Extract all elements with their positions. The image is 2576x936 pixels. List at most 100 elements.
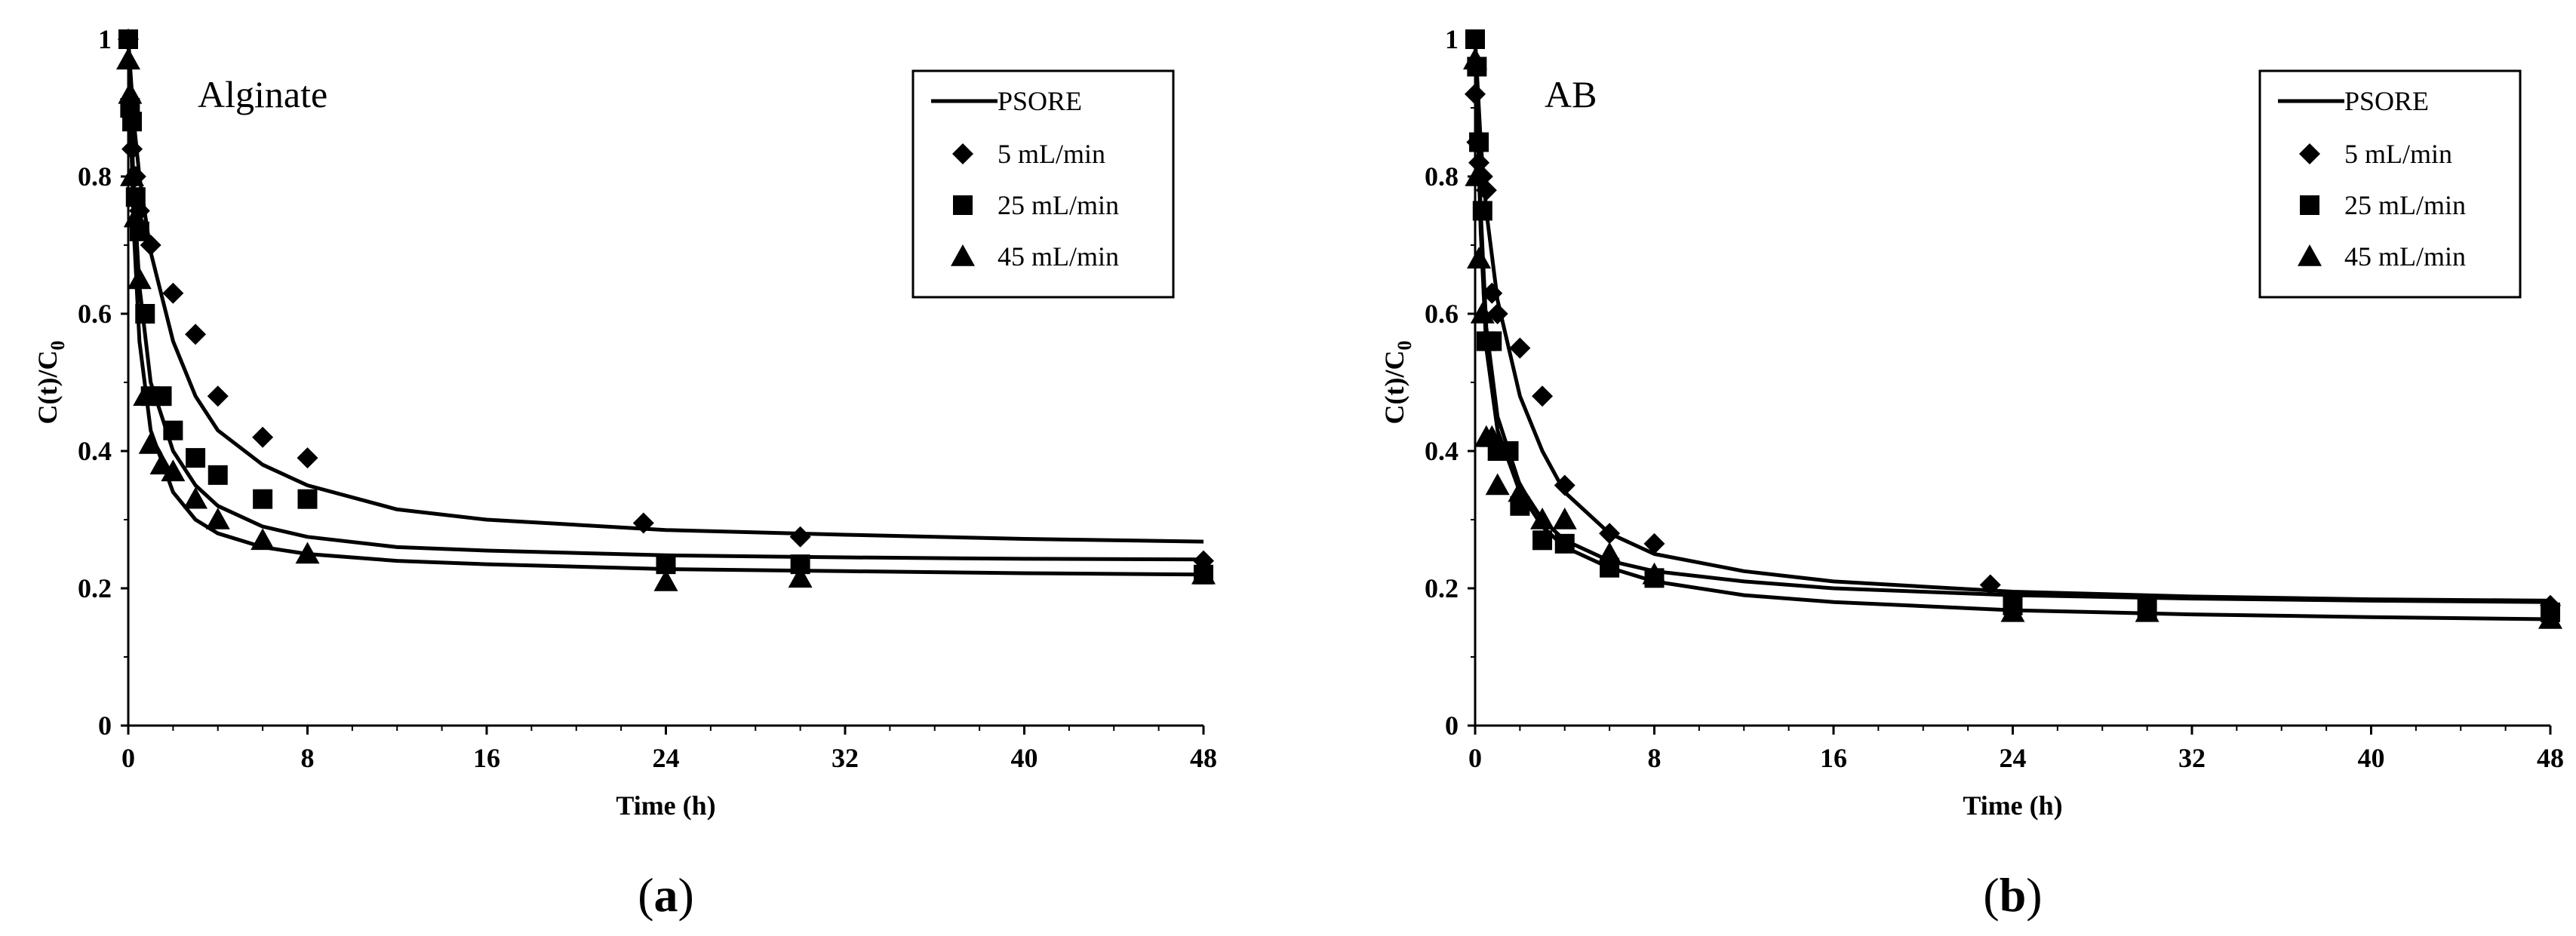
- data-point-triangle: [1465, 164, 1489, 186]
- legend-label: 45 mL/min: [2344, 241, 2466, 272]
- data-point-triangle: [127, 267, 152, 290]
- data-point-square: [297, 489, 318, 509]
- legend-label: 45 mL/min: [998, 241, 1119, 272]
- x-tick-label: 32: [2178, 743, 2206, 773]
- data-point-diamond: [1554, 474, 1575, 496]
- data-point-triangle: [2538, 606, 2562, 629]
- legend-label: PSORE: [2344, 86, 2429, 116]
- data-point-triangle: [120, 164, 145, 186]
- data-point-diamond: [1481, 282, 1503, 304]
- y-axis-label: C(t)/C0: [32, 341, 69, 425]
- y-tick-label: 0.2: [1425, 573, 1459, 603]
- legend-label: 25 mL/min: [2344, 190, 2466, 220]
- panel-annotation: Alginate: [198, 73, 327, 115]
- y-tick-label: 0.8: [1425, 161, 1459, 192]
- legend-marker-square: [953, 195, 973, 215]
- data-point-square: [1532, 530, 1553, 551]
- data-point-square: [163, 420, 183, 440]
- data-point-diamond: [297, 447, 318, 469]
- x-tick-label: 16: [473, 743, 500, 773]
- y-tick-label: 0.8: [78, 161, 112, 192]
- x-axis-label: Time (h): [1963, 790, 2062, 821]
- x-tick-label: 0: [1468, 743, 1482, 773]
- series-triangle: [116, 48, 1216, 591]
- data-point-diamond: [1465, 83, 1486, 105]
- data-point-square: [207, 465, 228, 485]
- x-tick-label: 0: [121, 743, 135, 773]
- data-point-triangle: [118, 81, 143, 104]
- y-tick-label: 1: [98, 24, 112, 54]
- y-tick-label: 1: [1445, 24, 1459, 54]
- x-tick-label: 8: [1648, 743, 1661, 773]
- legend-marker-diamond: [2299, 143, 2320, 164]
- y-axis-label: C(t)/C0: [1379, 341, 1416, 425]
- data-point-triangle: [1480, 425, 1505, 447]
- data-point-square: [125, 187, 146, 207]
- x-tick-label: 16: [1820, 743, 1847, 773]
- data-point-triangle: [1467, 247, 1492, 269]
- legend-marker-diamond: [952, 143, 973, 164]
- panel-label: (a): [638, 868, 694, 922]
- data-point-square: [1472, 201, 1492, 221]
- legend-label: PSORE: [998, 86, 1082, 116]
- data-point-square: [118, 29, 138, 49]
- data-point-diamond: [1486, 303, 1508, 324]
- chart-panel-b: 0 0.2 0.4 0.6 0.8 1 0 8 16 24 32 40 48 Time (h) C(t)/C…: [1379, 24, 2564, 922]
- data-point-triangle: [1642, 562, 1667, 585]
- data-point-diamond: [1599, 523, 1621, 545]
- x-tick-label: 8: [301, 743, 315, 773]
- series-triangle: [1463, 48, 2562, 629]
- data-point-triangle: [1463, 48, 1487, 70]
- x-tick-label: 48: [1190, 743, 1217, 773]
- x-tick-label: 48: [2537, 743, 2564, 773]
- data-point-square: [253, 489, 273, 509]
- data-point-triangle: [251, 528, 275, 551]
- data-point-square: [186, 448, 206, 468]
- legend: PSORE 5 mL/min 25 mL/min 45 mL/min: [2258, 69, 2522, 299]
- series-square: [1465, 29, 2560, 622]
- data-point-diamond: [185, 324, 207, 345]
- legend-marker-triangle: [2298, 244, 2322, 266]
- data-point-triangle: [1597, 542, 1622, 564]
- data-point-triangle: [1191, 562, 1216, 585]
- panel-label: (b): [1983, 868, 2042, 922]
- x-tick-label: 24: [2000, 743, 2027, 773]
- data-point-diamond: [162, 282, 184, 304]
- data-point-triangle: [1470, 302, 1495, 324]
- data-point-diamond: [121, 138, 143, 160]
- data-point-triangle: [161, 459, 186, 482]
- data-point-diamond: [789, 526, 811, 548]
- x-tick-label: 32: [832, 743, 859, 773]
- legend-label: 5 mL/min: [2344, 139, 2452, 169]
- data-point-triangle: [653, 569, 678, 591]
- data-point-triangle: [1530, 508, 1555, 529]
- data-point-diamond: [1979, 574, 2001, 596]
- data-point-diamond: [1643, 532, 1665, 554]
- y-tick-label: 0.4: [1425, 436, 1459, 466]
- x-axis-label: Time (h): [616, 790, 715, 821]
- data-point-square: [1482, 331, 1502, 351]
- data-point-triangle: [123, 205, 148, 228]
- legend-label: 5 mL/min: [998, 139, 1105, 169]
- y-tick-label: 0: [1445, 710, 1459, 741]
- y-tick-label: 0: [98, 710, 112, 741]
- data-point-triangle: [183, 486, 208, 509]
- data-point-square: [1554, 533, 1575, 554]
- data-point-diamond: [632, 512, 654, 534]
- x-tick-label: 40: [1011, 743, 1038, 773]
- data-point-diamond: [1532, 385, 1554, 407]
- legend-label: 25 mL/min: [998, 190, 1119, 220]
- data-point-triangle: [116, 48, 140, 70]
- data-point-triangle: [1485, 473, 1510, 496]
- data-point-square: [135, 304, 155, 324]
- data-point-diamond: [252, 426, 274, 448]
- x-tick-label: 40: [2358, 743, 2385, 773]
- data-point-triangle: [788, 566, 813, 588]
- legend: PSORE 5 mL/min 25 mL/min 45 mL/min: [911, 69, 1175, 299]
- data-point-square: [122, 112, 143, 132]
- data-point-triangle: [205, 508, 230, 529]
- data-point-diamond: [207, 385, 229, 407]
- y-tick-label: 0.6: [1425, 299, 1459, 329]
- data-point-square: [1469, 132, 1489, 152]
